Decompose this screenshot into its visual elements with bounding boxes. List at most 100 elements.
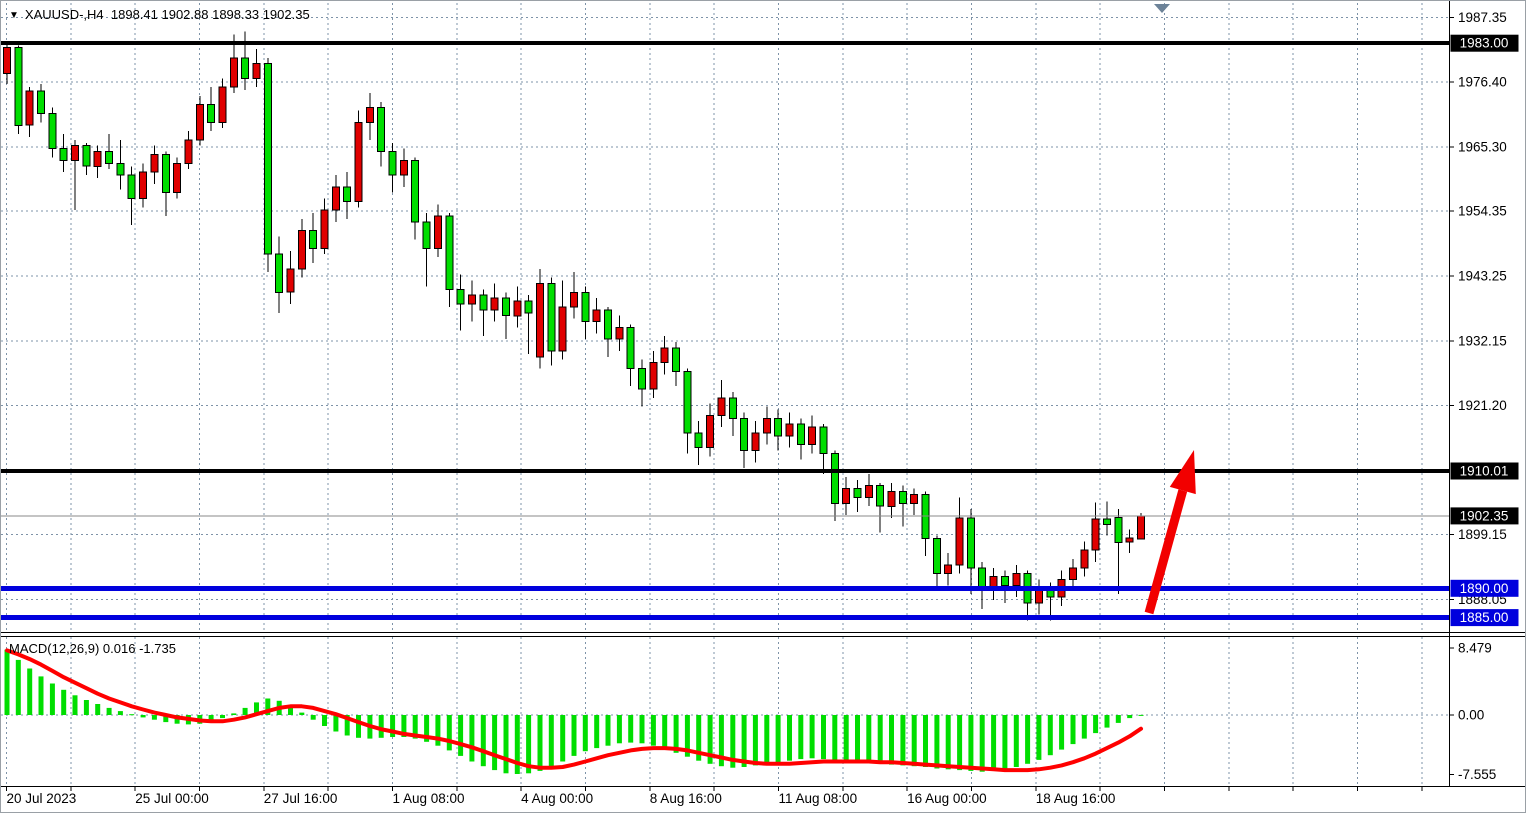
candle — [626, 326, 635, 369]
candle — [513, 300, 522, 317]
candle — [966, 517, 975, 569]
price-badge-1910.01 — [1450, 462, 1519, 480]
price-badge-label: 1890.00 — [1460, 581, 1509, 596]
candle — [785, 423, 794, 437]
candle — [1125, 537, 1134, 543]
candle — [808, 426, 817, 446]
candle — [581, 291, 590, 323]
candle — [456, 288, 465, 305]
candle — [1000, 576, 1009, 586]
candle — [536, 283, 544, 358]
candle — [184, 139, 193, 164]
scroll-marker[interactable] — [1154, 4, 1170, 13]
price-tick-label: 1976.40 — [1458, 74, 1507, 89]
symbol-dropdown-icon[interactable]: ▼ — [9, 10, 19, 21]
candle — [1012, 573, 1021, 586]
time-tick-label: 8 Aug 16:00 — [650, 791, 722, 806]
title-ohlc-values: 1898.41 1902.88 1898.33 1902.35 — [110, 7, 310, 22]
candle — [706, 414, 715, 449]
price-badge-label: 1902.35 — [1460, 508, 1509, 523]
macd-indicator-label: MACD(12,26,9) 0.016 -1.735 — [9, 641, 176, 656]
candle — [898, 491, 907, 504]
candle — [286, 268, 295, 293]
candle — [649, 362, 658, 390]
candle — [604, 309, 612, 340]
price-tick-label: 1921.20 — [1458, 398, 1507, 413]
candle — [660, 347, 669, 364]
time-tick-label: 25 Jul 00:00 — [135, 791, 209, 806]
candle — [365, 107, 374, 123]
price-tick-label: 1954.35 — [1458, 204, 1507, 219]
candle — [932, 538, 941, 575]
price-tick-label: 1943.25 — [1458, 269, 1507, 284]
candle — [672, 347, 681, 372]
time-axis[interactable]: 20 Jul 2023 25 Jul 00:00 27 Jul 16:00 1 Aug… — [7, 791, 1116, 806]
price-tick-label: 1987.35 — [1458, 10, 1507, 25]
candle — [1069, 567, 1077, 580]
candle — [309, 230, 318, 249]
candle — [887, 491, 896, 507]
candle — [343, 186, 352, 203]
candle — [127, 174, 136, 199]
candle — [275, 253, 284, 293]
candle — [751, 432, 760, 452]
candle — [207, 104, 216, 123]
macd-signal-line — [5, 648, 1143, 773]
price-badge-1983.00 — [1450, 34, 1519, 52]
candle — [3, 46, 11, 75]
candle — [864, 485, 873, 498]
candle — [105, 151, 114, 164]
candle — [411, 159, 420, 223]
price-badge-label: 1910.01 — [1460, 464, 1509, 479]
candle — [161, 154, 170, 194]
price-badge-label: 1885.00 — [1460, 610, 1509, 625]
candle — [740, 417, 749, 451]
time-tick-label: 4 Aug 00:00 — [521, 791, 593, 806]
candle — [796, 423, 805, 446]
candle — [467, 294, 476, 305]
candle — [195, 104, 204, 141]
candle — [116, 162, 125, 176]
price-badge-label: 1983.00 — [1460, 36, 1509, 51]
level-lines[interactable] — [1, 41, 1449, 621]
candle — [1103, 518, 1111, 525]
trend-arrow-annotation[interactable] — [1144, 450, 1196, 615]
candle — [592, 309, 601, 323]
candle — [218, 86, 227, 123]
macd-tick-label: 8.479 — [1458, 641, 1492, 656]
candle — [71, 145, 79, 161]
candle — [842, 488, 851, 504]
price-badge-1890.00 — [1450, 579, 1519, 597]
candle — [320, 209, 329, 249]
time-tick-label: 20 Jul 2023 — [7, 791, 77, 806]
candle — [139, 171, 148, 200]
candle — [354, 121, 363, 202]
candle — [1091, 518, 1100, 551]
candle — [694, 432, 703, 449]
candle — [1114, 516, 1123, 544]
candle — [978, 567, 987, 589]
candle — [728, 397, 737, 419]
price-badge-1885.00 — [1450, 609, 1519, 627]
candle — [173, 162, 182, 194]
candle — [377, 107, 386, 153]
candle — [921, 494, 930, 539]
time-tick-label: 11 Aug 08:00 — [779, 791, 858, 806]
candle — [547, 283, 556, 352]
candle — [853, 488, 862, 498]
candle — [1080, 549, 1089, 569]
chart-title: ▼ XAUUSD-,H4 1898.41 1902.88 1898.33 1902… — [9, 7, 310, 22]
candle — [229, 57, 238, 88]
price-badges: 1983.00 1910.01 1902.35 1890.00 1885.00 — [1450, 34, 1519, 627]
arrow-head — [1169, 450, 1196, 495]
candle — [615, 326, 624, 340]
macd-tick-label: 0.00 — [1458, 708, 1484, 723]
price-tick-label: 1965.30 — [1458, 139, 1507, 154]
candle — [388, 151, 397, 176]
price-tick-label: 1932.15 — [1458, 334, 1507, 349]
candle — [683, 370, 692, 434]
candle — [558, 306, 567, 352]
